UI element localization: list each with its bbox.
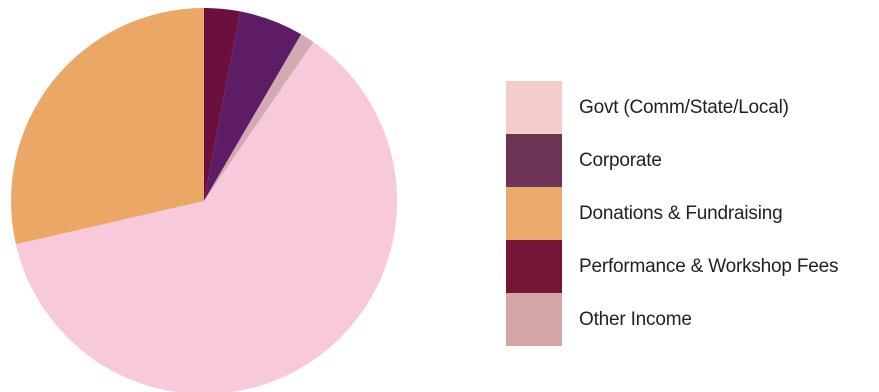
legend-swatch-govt xyxy=(506,81,562,134)
legend-item-other: Other Income xyxy=(506,293,876,346)
legend-label-govt: Govt (Comm/State/Local) xyxy=(579,96,789,118)
pie-slice-performance-workshop-fees xyxy=(204,8,241,201)
legend-item-govt: Govt (Comm/State/Local) xyxy=(506,81,876,134)
legend-label-other: Other Income xyxy=(579,308,692,330)
legend-item-corporate: Corporate xyxy=(506,134,876,187)
legend-swatch-performance xyxy=(506,240,562,293)
legend-label-corporate: Corporate xyxy=(579,149,662,171)
legend-swatch-other xyxy=(506,293,562,346)
pie-slice-donations-fundraising xyxy=(11,8,204,245)
legend-item-donations: Donations & Fundraising xyxy=(506,187,876,240)
legend-swatch-donations xyxy=(506,187,562,240)
pie-slice-other-income xyxy=(204,34,314,202)
legend: Govt (Comm/State/Local) Corporate Donati… xyxy=(506,81,876,346)
legend-label-donations: Donations & Fundraising xyxy=(579,202,783,224)
legend-label-performance: Performance & Workshop Fees xyxy=(579,255,839,277)
legend-item-performance: Performance & Workshop Fees xyxy=(506,240,876,293)
legend-swatch-corporate xyxy=(506,134,562,187)
pie-slice-govt-comm-state-local xyxy=(15,42,397,392)
pie-slice-corporate xyxy=(204,11,302,202)
